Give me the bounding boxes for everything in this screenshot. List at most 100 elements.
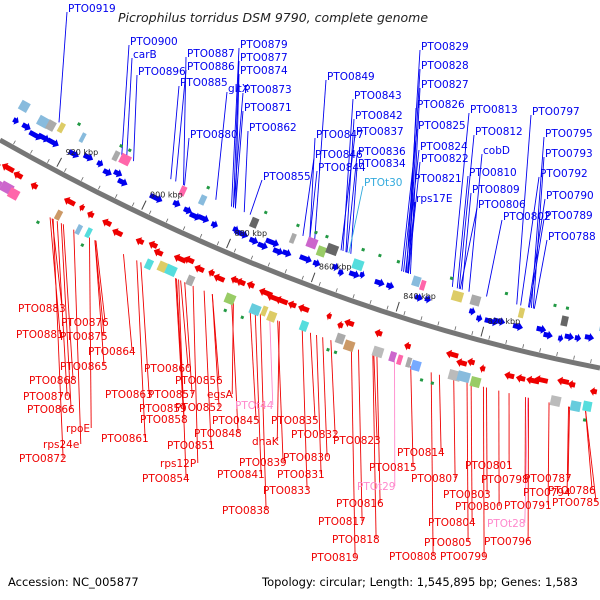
gene-feature-arrow: [479, 364, 486, 373]
gene-label-forward: PTO0846: [315, 149, 363, 161]
gene-label-forward: PTO0797: [532, 106, 580, 118]
leader-line: [309, 137, 316, 239]
gene-label-reverse: PTOt28: [487, 518, 526, 530]
minor-tick: [284, 269, 287, 274]
gene-feature-arrow: [574, 333, 582, 343]
gene-feature-arrow: [30, 182, 39, 190]
gene-feature-arrow: [87, 210, 95, 219]
gene-feature-arrow: [96, 159, 104, 168]
gene-label-forward: PTO0802: [503, 211, 551, 223]
gene-feature-arrow: [67, 149, 79, 159]
gene-feature-arrow: [359, 270, 365, 279]
gene-feature-arrow: [213, 273, 226, 283]
leader-line: [126, 57, 133, 158]
gene-label-forward: PTO0842: [355, 110, 403, 122]
gene-label-forward: PTO0896: [138, 66, 186, 78]
minor-tick: [437, 321, 440, 326]
leader-line: [56, 221, 68, 397]
analysis-block: [35, 220, 40, 225]
leader-line: [301, 329, 308, 491]
gene-label-forward: PTO0887: [187, 48, 235, 60]
gene-feature-arrow: [148, 240, 159, 249]
minor-tick: [403, 311, 406, 316]
leader-line: [123, 254, 133, 352]
gene-label-reverse: PTO0865: [60, 361, 108, 373]
gene-feature-arrow: [153, 248, 164, 257]
analysis-block: [410, 359, 422, 372]
leader-line: [468, 153, 483, 292]
minor-tick: [267, 262, 270, 267]
scale-label: 880 kbp: [234, 229, 267, 238]
gene-feature-arrow: [287, 300, 297, 309]
gene-label-reverse: PTO0787: [524, 473, 572, 485]
analysis-block: [127, 148, 132, 153]
scale-tick: [141, 200, 147, 210]
gene-label-reverse: PTO0863: [105, 389, 153, 401]
minor-tick: [165, 218, 169, 223]
leader-line: [249, 179, 263, 215]
analysis-block: [449, 276, 454, 281]
minor-tick: [64, 168, 67, 172]
gene-label-reverse: PTO0798: [481, 474, 529, 486]
leader-line: [302, 157, 315, 237]
gene-feature-arrow: [197, 214, 209, 224]
gene-label-reverse: PTO0799: [440, 551, 488, 563]
analysis-block: [260, 305, 269, 317]
gene-feature-arrow: [326, 311, 333, 321]
scale-label: 840 kbp: [403, 292, 436, 301]
leader-line: [459, 207, 478, 290]
gene-label-forward: PTO0874: [240, 65, 288, 77]
scale-label: 820 kbp: [488, 317, 521, 326]
gene-label-reverse: dnaK: [252, 436, 280, 448]
leader-line: [530, 136, 545, 309]
minor-tick: [488, 335, 491, 340]
minor-tick: [556, 351, 558, 357]
gene-feature-arrow: [236, 278, 246, 287]
analysis-block: [469, 376, 482, 389]
gene-feature-arrow: [584, 333, 595, 342]
gene-feature-arrow: [385, 281, 395, 291]
leader-line: [401, 128, 418, 272]
leader-line: [533, 239, 548, 309]
gene-label-forward: gltX: [228, 83, 249, 95]
gene-label-forward: PTO0810: [469, 167, 517, 179]
minor-tick: [30, 149, 33, 154]
gene-label-reverse: PTO0832: [291, 429, 339, 441]
gene-feature-arrow: [337, 321, 344, 330]
minor-tick: [318, 282, 321, 287]
gene-feature-arrow: [564, 332, 574, 342]
gene-feature-arrow: [46, 137, 59, 148]
gene-feature-arrow: [404, 341, 412, 351]
analysis-block: [53, 209, 64, 221]
gene-label-forward: PTO0821: [414, 173, 462, 185]
scale-label: 900 kbp: [150, 191, 183, 200]
gene-feature-arrow: [337, 268, 344, 277]
analysis-block: [549, 395, 562, 407]
gene-feature-arrow: [135, 237, 145, 246]
analysis-block: [298, 320, 310, 332]
leader-line: [520, 176, 540, 306]
gene-label-forward: PTO0827: [421, 79, 469, 91]
leader-line: [486, 219, 503, 297]
minor-tick: [420, 316, 423, 321]
analysis-block: [553, 303, 557, 308]
gene-label-reverse: PTO0857: [148, 389, 196, 401]
gene-feature-arrow: [113, 169, 123, 178]
leader-line: [528, 218, 545, 308]
leader-line: [358, 349, 363, 522]
leader-line: [345, 118, 355, 253]
analysis-block: [45, 119, 57, 132]
gene-label-reverse: PTO0807: [411, 473, 459, 485]
analysis-block: [326, 347, 330, 352]
gene-feature-arrow: [257, 241, 268, 251]
gene-feature-arrow: [112, 228, 124, 238]
gene-feature-arrow: [208, 268, 216, 278]
analysis-block: [396, 354, 404, 366]
leader-line: [342, 98, 354, 252]
gene-feature-arrow: [13, 171, 24, 180]
scale-label: 920 kbp: [66, 148, 99, 157]
gene-label-forward: PTO0793: [545, 148, 593, 160]
gene-label-reverse: PTO0875: [60, 331, 108, 343]
leader-line: [451, 112, 470, 287]
